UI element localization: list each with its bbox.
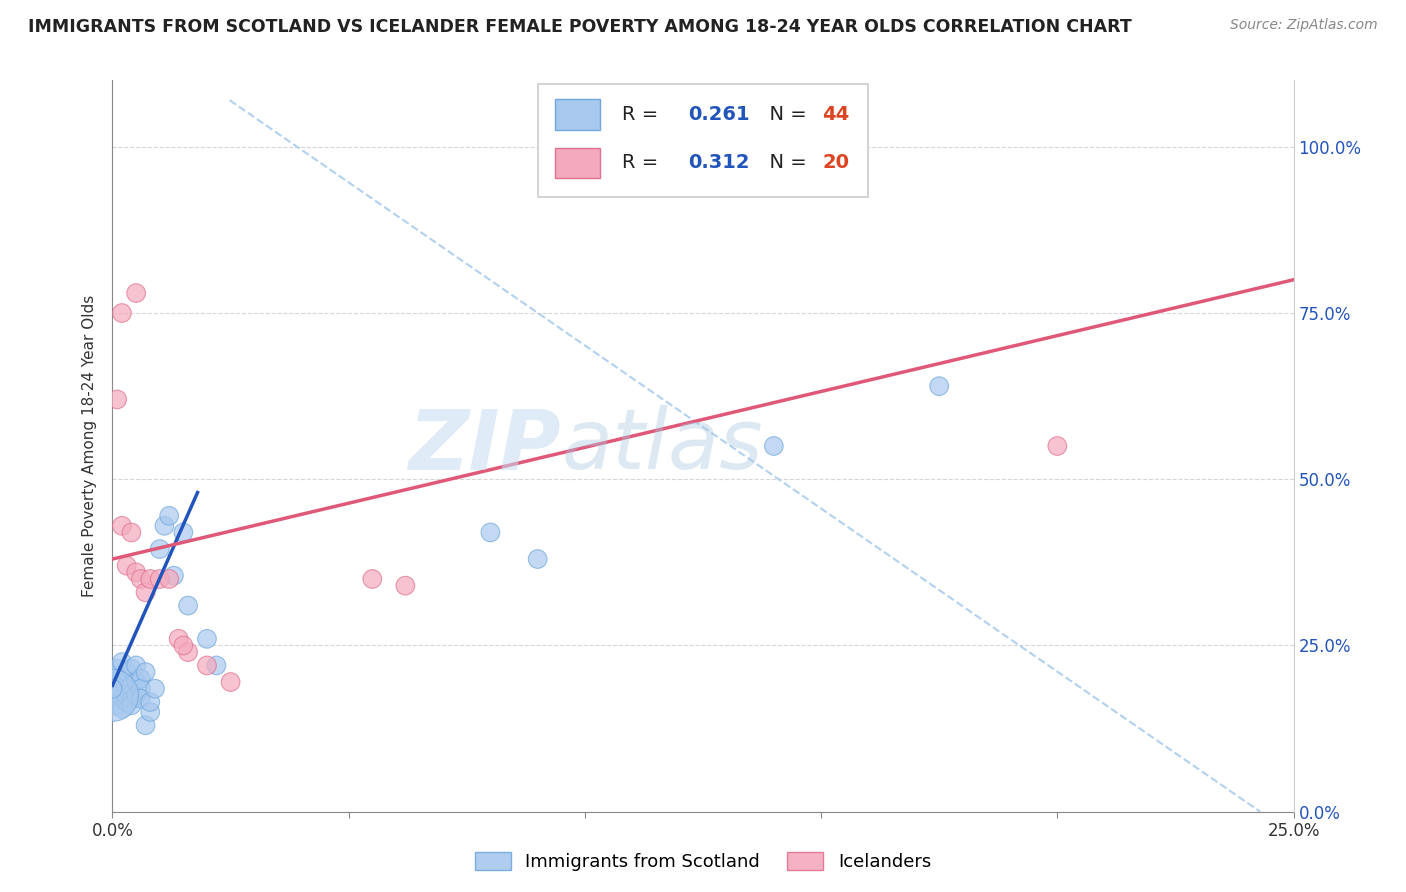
Point	[205, 658, 228, 673]
Point	[120, 678, 142, 692]
Point	[479, 525, 502, 540]
Point	[125, 689, 148, 703]
Point	[105, 675, 128, 690]
Point	[139, 572, 162, 586]
Text: ZIP: ZIP	[409, 406, 561, 486]
Point	[111, 518, 134, 533]
Point	[125, 286, 148, 301]
Point	[120, 525, 142, 540]
Point	[172, 639, 194, 653]
Point	[149, 572, 172, 586]
Point	[135, 585, 157, 599]
Point	[105, 681, 128, 696]
Point	[361, 572, 384, 586]
Text: N =: N =	[758, 105, 813, 124]
Text: IMMIGRANTS FROM SCOTLAND VS ICELANDER FEMALE POVERTY AMONG 18-24 YEAR OLDS CORRE: IMMIGRANTS FROM SCOTLAND VS ICELANDER FE…	[28, 18, 1132, 36]
Point	[762, 439, 785, 453]
Point	[135, 665, 157, 679]
Legend: Immigrants from Scotland, Icelanders: Immigrants from Scotland, Icelanders	[468, 845, 938, 879]
Point	[129, 681, 152, 696]
Point	[115, 665, 138, 679]
Text: N =: N =	[758, 153, 813, 172]
Point	[111, 306, 134, 320]
Text: 20: 20	[823, 153, 849, 172]
Point	[129, 572, 152, 586]
Point	[149, 542, 172, 557]
Text: atlas: atlas	[561, 406, 763, 486]
Point	[125, 566, 148, 580]
Y-axis label: Female Poverty Among 18-24 Year Olds: Female Poverty Among 18-24 Year Olds	[82, 295, 97, 597]
Point	[139, 705, 162, 719]
Point	[1046, 439, 1069, 453]
Text: 0.261: 0.261	[688, 105, 749, 124]
Point	[157, 572, 180, 586]
Point	[195, 632, 218, 646]
Point	[177, 645, 200, 659]
Point	[101, 689, 124, 703]
Point	[157, 508, 180, 523]
Point	[177, 599, 200, 613]
Point	[111, 685, 134, 699]
Point	[135, 718, 157, 732]
Point	[153, 518, 176, 533]
Point	[105, 662, 128, 676]
FancyBboxPatch shape	[537, 84, 869, 197]
Point	[105, 698, 128, 713]
Point	[105, 689, 128, 703]
Point	[172, 525, 194, 540]
FancyBboxPatch shape	[555, 147, 600, 178]
Point	[125, 675, 148, 690]
Text: 44: 44	[823, 105, 849, 124]
Point	[115, 695, 138, 709]
Text: R =: R =	[621, 105, 664, 124]
Text: Source: ZipAtlas.com: Source: ZipAtlas.com	[1230, 18, 1378, 32]
Text: R =: R =	[621, 153, 664, 172]
Point	[129, 672, 152, 686]
Point	[219, 675, 242, 690]
Point	[125, 658, 148, 673]
Point	[111, 672, 134, 686]
Point	[195, 658, 218, 673]
Point	[143, 681, 166, 696]
Point	[111, 691, 134, 706]
FancyBboxPatch shape	[555, 99, 600, 130]
Point	[394, 579, 416, 593]
Point	[928, 379, 950, 393]
Point	[139, 695, 162, 709]
Point	[111, 701, 134, 715]
Point	[101, 681, 124, 696]
Point	[526, 552, 548, 566]
Text: 0.312: 0.312	[688, 153, 749, 172]
Point	[120, 662, 142, 676]
Point	[163, 568, 186, 582]
Point	[120, 691, 142, 706]
Point	[115, 558, 138, 573]
Point	[120, 698, 142, 713]
Point	[111, 655, 134, 669]
Point	[105, 668, 128, 682]
Point	[105, 392, 128, 407]
Point	[115, 681, 138, 696]
Point	[129, 691, 152, 706]
Point	[115, 689, 138, 703]
Point	[167, 632, 190, 646]
